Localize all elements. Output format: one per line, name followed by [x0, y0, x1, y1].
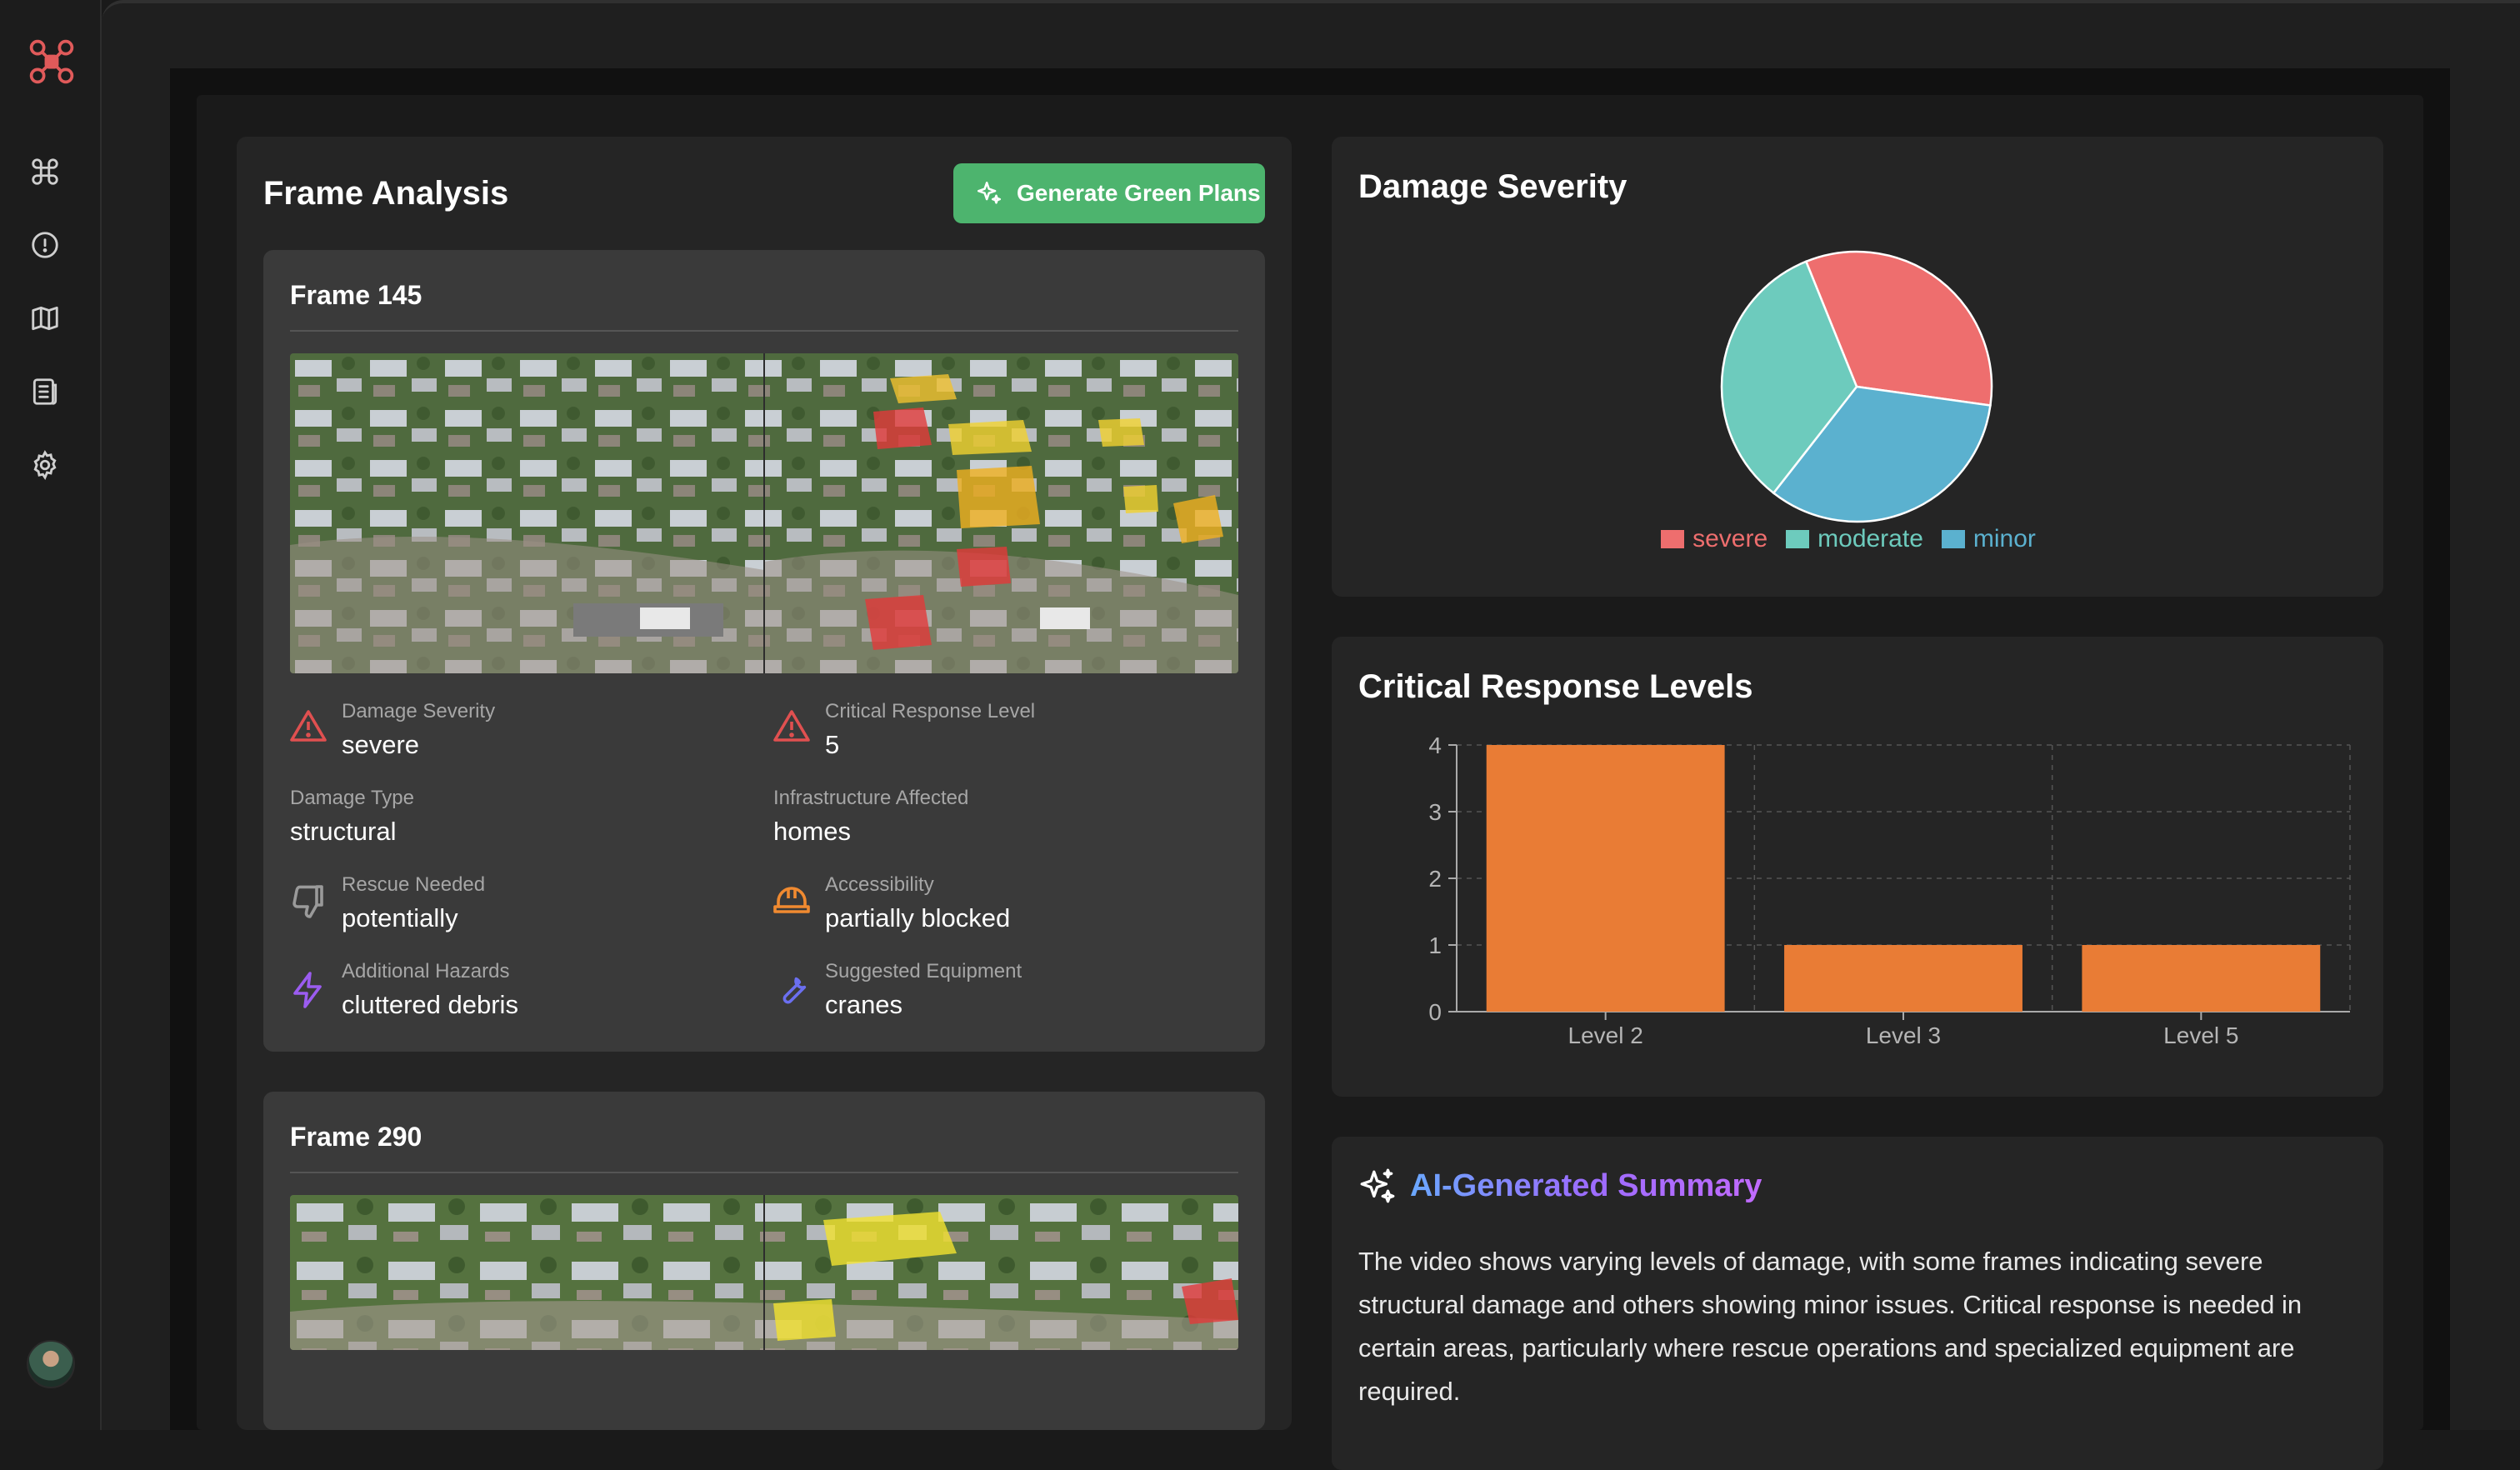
accessibility-field: Accessibility partially blocked	[825, 873, 1010, 933]
critical-response-card: Critical Response Levels 0 1 2 3 4 Level 2 Lev…	[1332, 637, 2383, 1097]
pie-slice-minor[interactable]	[1772, 385, 1992, 523]
field-value: structural	[290, 817, 397, 846]
frame-divider	[290, 1172, 1238, 1173]
warning-triangle-icon	[290, 710, 327, 742]
y-tick-label: 3	[1428, 799, 1442, 825]
bar-level-5[interactable]	[2082, 945, 2321, 1012]
sparkles-icon	[1360, 1168, 1395, 1203]
critical-response-bar-chart: 0 1 2 3 4 Level 2 Level 3 Level 5	[1428, 732, 2351, 1048]
rescue-needed-field: Rescue Needed potentially	[342, 873, 485, 933]
frame-card-145: Frame 145	[263, 250, 1265, 1052]
map-icon[interactable]	[27, 300, 63, 337]
damage-severity-field: Damage Severity severe	[342, 700, 495, 760]
field-value: potentially	[342, 903, 458, 932]
pie-legend: severe moderate minor	[1332, 525, 2383, 553]
damage-type-field: Damage Type structural	[290, 787, 414, 847]
hard-hat-icon	[773, 887, 810, 913]
pie-slice-severe[interactable]	[1804, 250, 1993, 407]
frame-title: Frame 145	[290, 280, 422, 310]
frame-title: Frame 290	[290, 1122, 422, 1152]
generate-green-plans-label: Generate Green Plans	[1017, 180, 1261, 206]
command-icon[interactable]	[27, 153, 63, 190]
critical-response-field: Critical Response Level 5	[825, 700, 1035, 760]
y-tick-label: 4	[1428, 732, 1442, 758]
frame-divider	[290, 330, 1238, 332]
frame-image[interactable]	[290, 1195, 1238, 1350]
y-tick-label: 2	[1428, 866, 1442, 892]
bar-level-2[interactable]	[1486, 745, 1725, 1012]
field-value: partially blocked	[825, 903, 1011, 932]
wrench-icon	[782, 977, 807, 1004]
frame-analysis-title: Frame Analysis	[263, 175, 509, 212]
legend-label: minor	[1972, 525, 2036, 552]
legend-item-minor[interactable]: minor	[1941, 525, 2036, 553]
field-label: Damage Type	[290, 787, 414, 809]
sidebar	[0, 0, 102, 1430]
lightning-icon	[293, 972, 322, 1008]
field-value: cluttered debris	[342, 990, 518, 1019]
y-tick-label: 1	[1428, 932, 1442, 958]
legend-item-severe[interactable]: severe	[1661, 525, 1768, 553]
damage-severity-title: Damage Severity	[1358, 168, 1628, 205]
generate-green-plans-button[interactable]: Generate Green Plans	[953, 163, 1265, 223]
field-label: Suggested Equipment	[825, 960, 1022, 982]
infrastructure-field: Infrastructure Affected homes	[773, 787, 968, 847]
pie-slice-moderate[interactable]	[1720, 260, 1858, 495]
gear-icon[interactable]	[27, 447, 63, 483]
y-tick-label: 0	[1428, 999, 1442, 1025]
suggested-equipment-field: Suggested Equipment cranes	[825, 960, 1022, 1020]
sparkles-icon	[977, 181, 1002, 204]
ai-summary-title: AI-Generated Summary	[1410, 1168, 1762, 1203]
additional-hazards-field: Additional Hazards cluttered debris	[342, 960, 518, 1020]
field-label: Infrastructure Affected	[773, 787, 969, 809]
damage-severity-card: Damage Severity severe moderate minor	[1332, 137, 2383, 597]
frame-image[interactable]	[290, 353, 1238, 673]
thumbs-down-icon	[292, 885, 323, 918]
avatar[interactable]	[27, 1340, 75, 1388]
x-tick-label: Level 3	[1866, 1022, 1941, 1048]
ai-summary-card: AI-Generated Summary The video shows var…	[1332, 1137, 2383, 1470]
field-label: Accessibility	[825, 873, 934, 896]
legend-swatch	[1661, 530, 1685, 548]
field-label: Damage Severity	[342, 700, 496, 722]
field-value: homes	[773, 817, 852, 846]
field-value: severe	[342, 730, 420, 759]
field-value: 5	[825, 730, 840, 759]
frame-card-290: Frame 290	[263, 1092, 1265, 1430]
ai-summary-text: The video shows varying levels of damage…	[1358, 1247, 2302, 1406]
legend-item-moderate[interactable]: moderate	[1786, 525, 1923, 553]
alert-circle-icon[interactable]	[27, 227, 63, 263]
document-icon[interactable]	[27, 373, 63, 410]
x-tick-label: Level 5	[2163, 1022, 2238, 1048]
bar-level-3[interactable]	[1784, 945, 2022, 1012]
drone-logo-icon[interactable]	[25, 35, 78, 88]
legend-label: severe	[1692, 525, 1768, 552]
legend-swatch	[1786, 530, 1810, 548]
x-tick-label: Level 2	[1568, 1022, 1643, 1048]
warning-triangle-icon	[773, 710, 810, 742]
legend-label: moderate	[1818, 525, 1923, 552]
field-value: cranes	[825, 990, 903, 1019]
damage-severity-pie	[1720, 250, 1993, 523]
legend-swatch	[1941, 530, 1965, 548]
field-label: Critical Response Level	[825, 700, 1036, 722]
critical-response-title: Critical Response Levels	[1358, 668, 1753, 705]
field-label: Additional Hazards	[342, 960, 510, 982]
field-label: Rescue Needed	[342, 873, 486, 896]
